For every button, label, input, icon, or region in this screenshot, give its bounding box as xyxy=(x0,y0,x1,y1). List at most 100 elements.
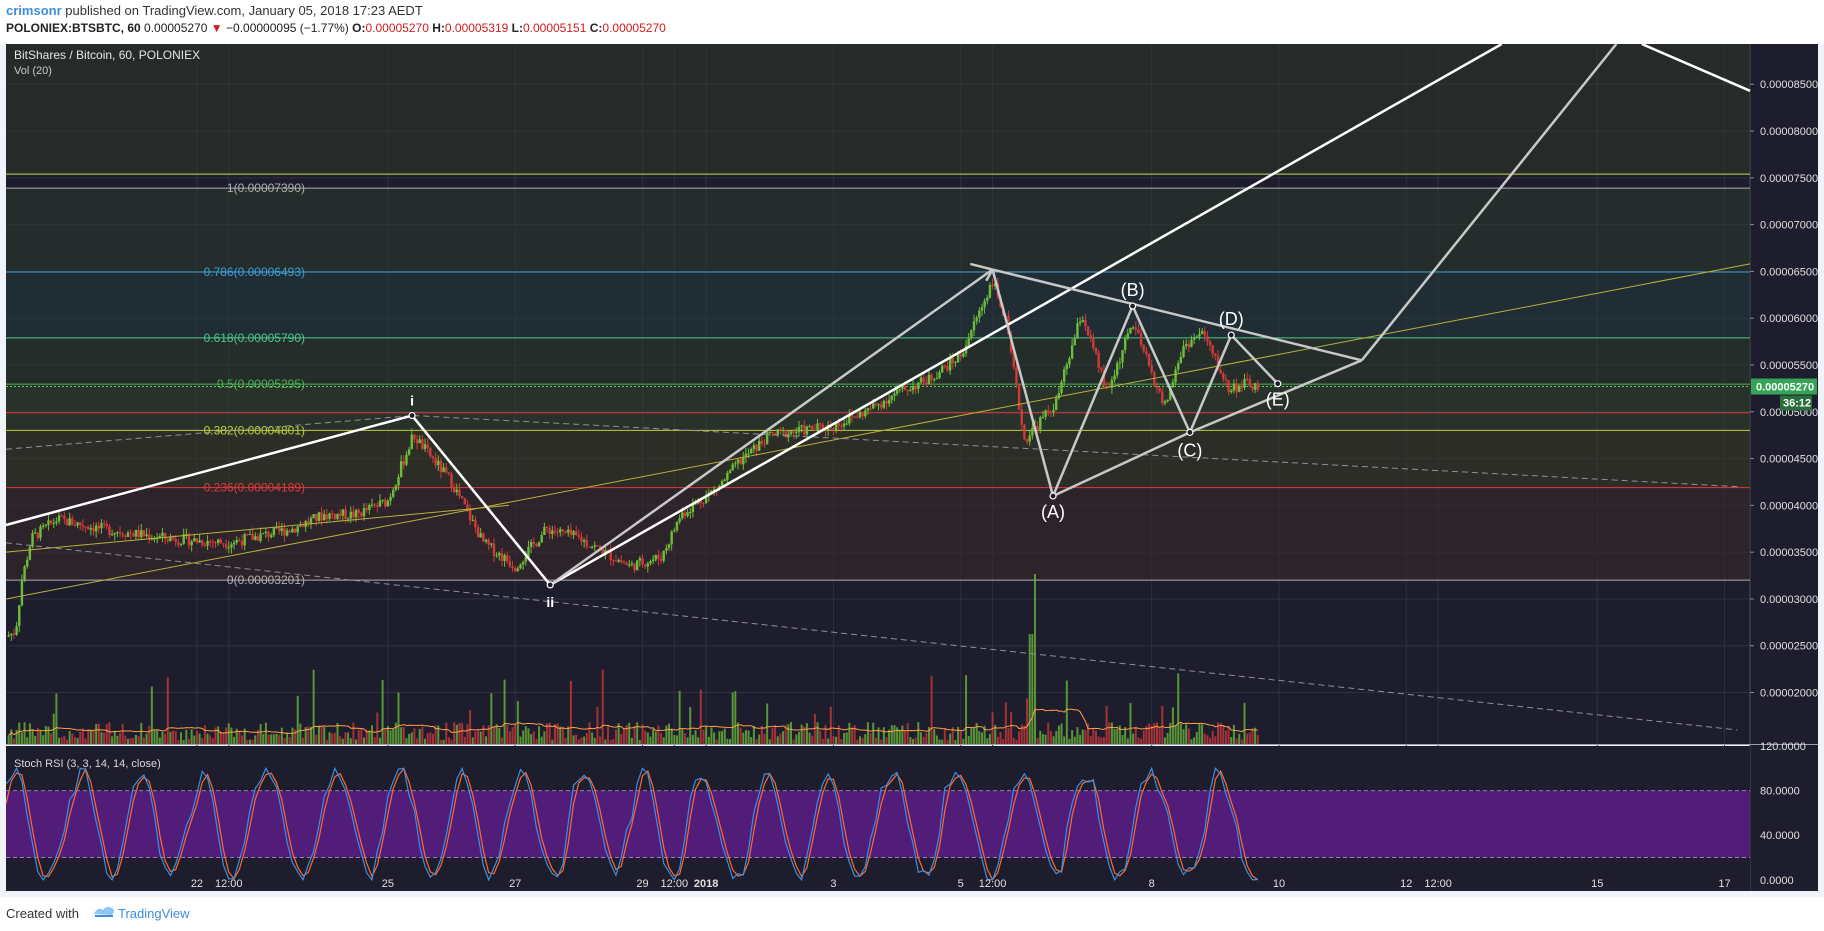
volume-bar xyxy=(10,729,13,744)
volume-bar xyxy=(442,739,445,744)
volume-bar xyxy=(832,735,835,744)
volume-bar xyxy=(768,739,771,744)
candle-body xyxy=(331,513,334,515)
candle-body xyxy=(503,555,506,561)
volume-bar xyxy=(617,723,620,744)
volume-bar xyxy=(254,735,257,744)
candle-body xyxy=(1047,410,1050,412)
candle-body xyxy=(1142,344,1145,352)
volume-bar xyxy=(373,736,376,744)
tradingview-link[interactable]: TradingView xyxy=(92,902,190,925)
candle-body xyxy=(31,533,34,547)
volume-bar xyxy=(1203,733,1206,744)
last-price-tag-value: 0.00005270 xyxy=(1756,382,1814,394)
candle-body xyxy=(378,500,382,507)
candle-body xyxy=(803,425,806,435)
candle-body xyxy=(933,379,936,381)
volume-bar xyxy=(1126,738,1129,744)
candle-body xyxy=(413,434,416,440)
volume-bar xyxy=(779,733,782,744)
candle-body xyxy=(280,528,284,532)
time-tick-13: 12:00 xyxy=(1424,878,1452,890)
volume-bar xyxy=(514,724,517,744)
volume-bar xyxy=(150,686,153,744)
volume-bar xyxy=(272,734,275,744)
volume-bar xyxy=(914,737,917,744)
volume-bar xyxy=(874,737,877,744)
volume-bar xyxy=(527,728,530,744)
volume-bar xyxy=(973,728,976,744)
volume-bar xyxy=(1095,730,1097,744)
candle-body xyxy=(848,414,851,424)
candle-body xyxy=(513,567,517,572)
price-axis-panel[interactable] xyxy=(1750,44,1818,891)
volume-bar xyxy=(26,737,29,744)
volume-bar xyxy=(1079,734,1082,744)
candle-body xyxy=(174,538,177,543)
candle-body xyxy=(564,531,567,533)
volume-bar xyxy=(23,722,26,744)
author-link[interactable]: crimsonr xyxy=(6,3,62,18)
volume-bar xyxy=(668,723,671,744)
candle-body xyxy=(559,529,562,533)
candle-body xyxy=(943,365,947,367)
candle-body xyxy=(1153,372,1156,386)
volume-bar xyxy=(1140,738,1143,744)
candle-body xyxy=(145,534,148,536)
volume-bar xyxy=(845,732,848,744)
candle-body xyxy=(458,489,461,497)
candle-body xyxy=(1020,409,1023,425)
volume-bar xyxy=(747,730,750,744)
candle-body xyxy=(354,509,358,518)
volume-bar xyxy=(1049,730,1052,744)
candle-body xyxy=(1240,385,1244,388)
candle-body xyxy=(445,467,448,473)
chart-canvas[interactable]: 1(0.00007390) 0.786(0.00006493) 0.618(0.00… xyxy=(0,44,1824,897)
candle-body xyxy=(272,527,276,536)
volume-bar xyxy=(474,731,477,744)
volume-bar xyxy=(880,739,883,744)
candle-body xyxy=(28,546,32,560)
time-axis-bg xyxy=(6,891,1818,897)
volume-bar xyxy=(949,733,952,744)
volume-bar xyxy=(503,679,506,744)
white-channel-line xyxy=(549,44,1503,586)
volume-bar xyxy=(355,739,358,744)
stoch-band xyxy=(6,790,1750,858)
candle-body xyxy=(527,546,530,558)
candle-body xyxy=(296,526,299,533)
candle-body xyxy=(850,414,854,417)
time-tick-12: 12 xyxy=(1400,878,1412,890)
volume-bar xyxy=(20,732,23,744)
volume-bar xyxy=(309,726,312,744)
volume-bar xyxy=(291,727,294,744)
volume-bar xyxy=(477,729,480,744)
volume-bar xyxy=(1222,725,1225,744)
candle-body xyxy=(71,518,74,526)
fib-zone-5 xyxy=(6,487,1750,581)
candle-body xyxy=(506,555,509,562)
volume-bar xyxy=(296,695,299,744)
candle-body xyxy=(797,426,801,432)
candle-body xyxy=(1060,381,1063,394)
volume-bar xyxy=(1219,722,1222,744)
volume-bar xyxy=(485,736,488,744)
volume-bar xyxy=(230,727,233,744)
volume-bar xyxy=(323,726,326,744)
candle-body xyxy=(1227,380,1230,393)
candle-body xyxy=(270,535,273,538)
volume-bar xyxy=(347,732,350,744)
candle-body xyxy=(903,385,907,390)
volume-bar xyxy=(1076,727,1079,744)
volume-bar xyxy=(431,733,434,744)
volume-bar xyxy=(957,726,960,744)
volume-bar xyxy=(967,736,970,744)
candle-body xyxy=(694,503,697,505)
volume-bar xyxy=(522,730,525,744)
candle-body xyxy=(622,562,626,564)
candle-body xyxy=(277,526,281,532)
countdown-box xyxy=(1780,395,1812,411)
volume-bar xyxy=(137,735,140,744)
ohlc-line: POLONIEX:BTSBTC, 60 0.00005270 ▼ −0.0000… xyxy=(6,21,666,35)
volume-bar xyxy=(400,727,403,744)
